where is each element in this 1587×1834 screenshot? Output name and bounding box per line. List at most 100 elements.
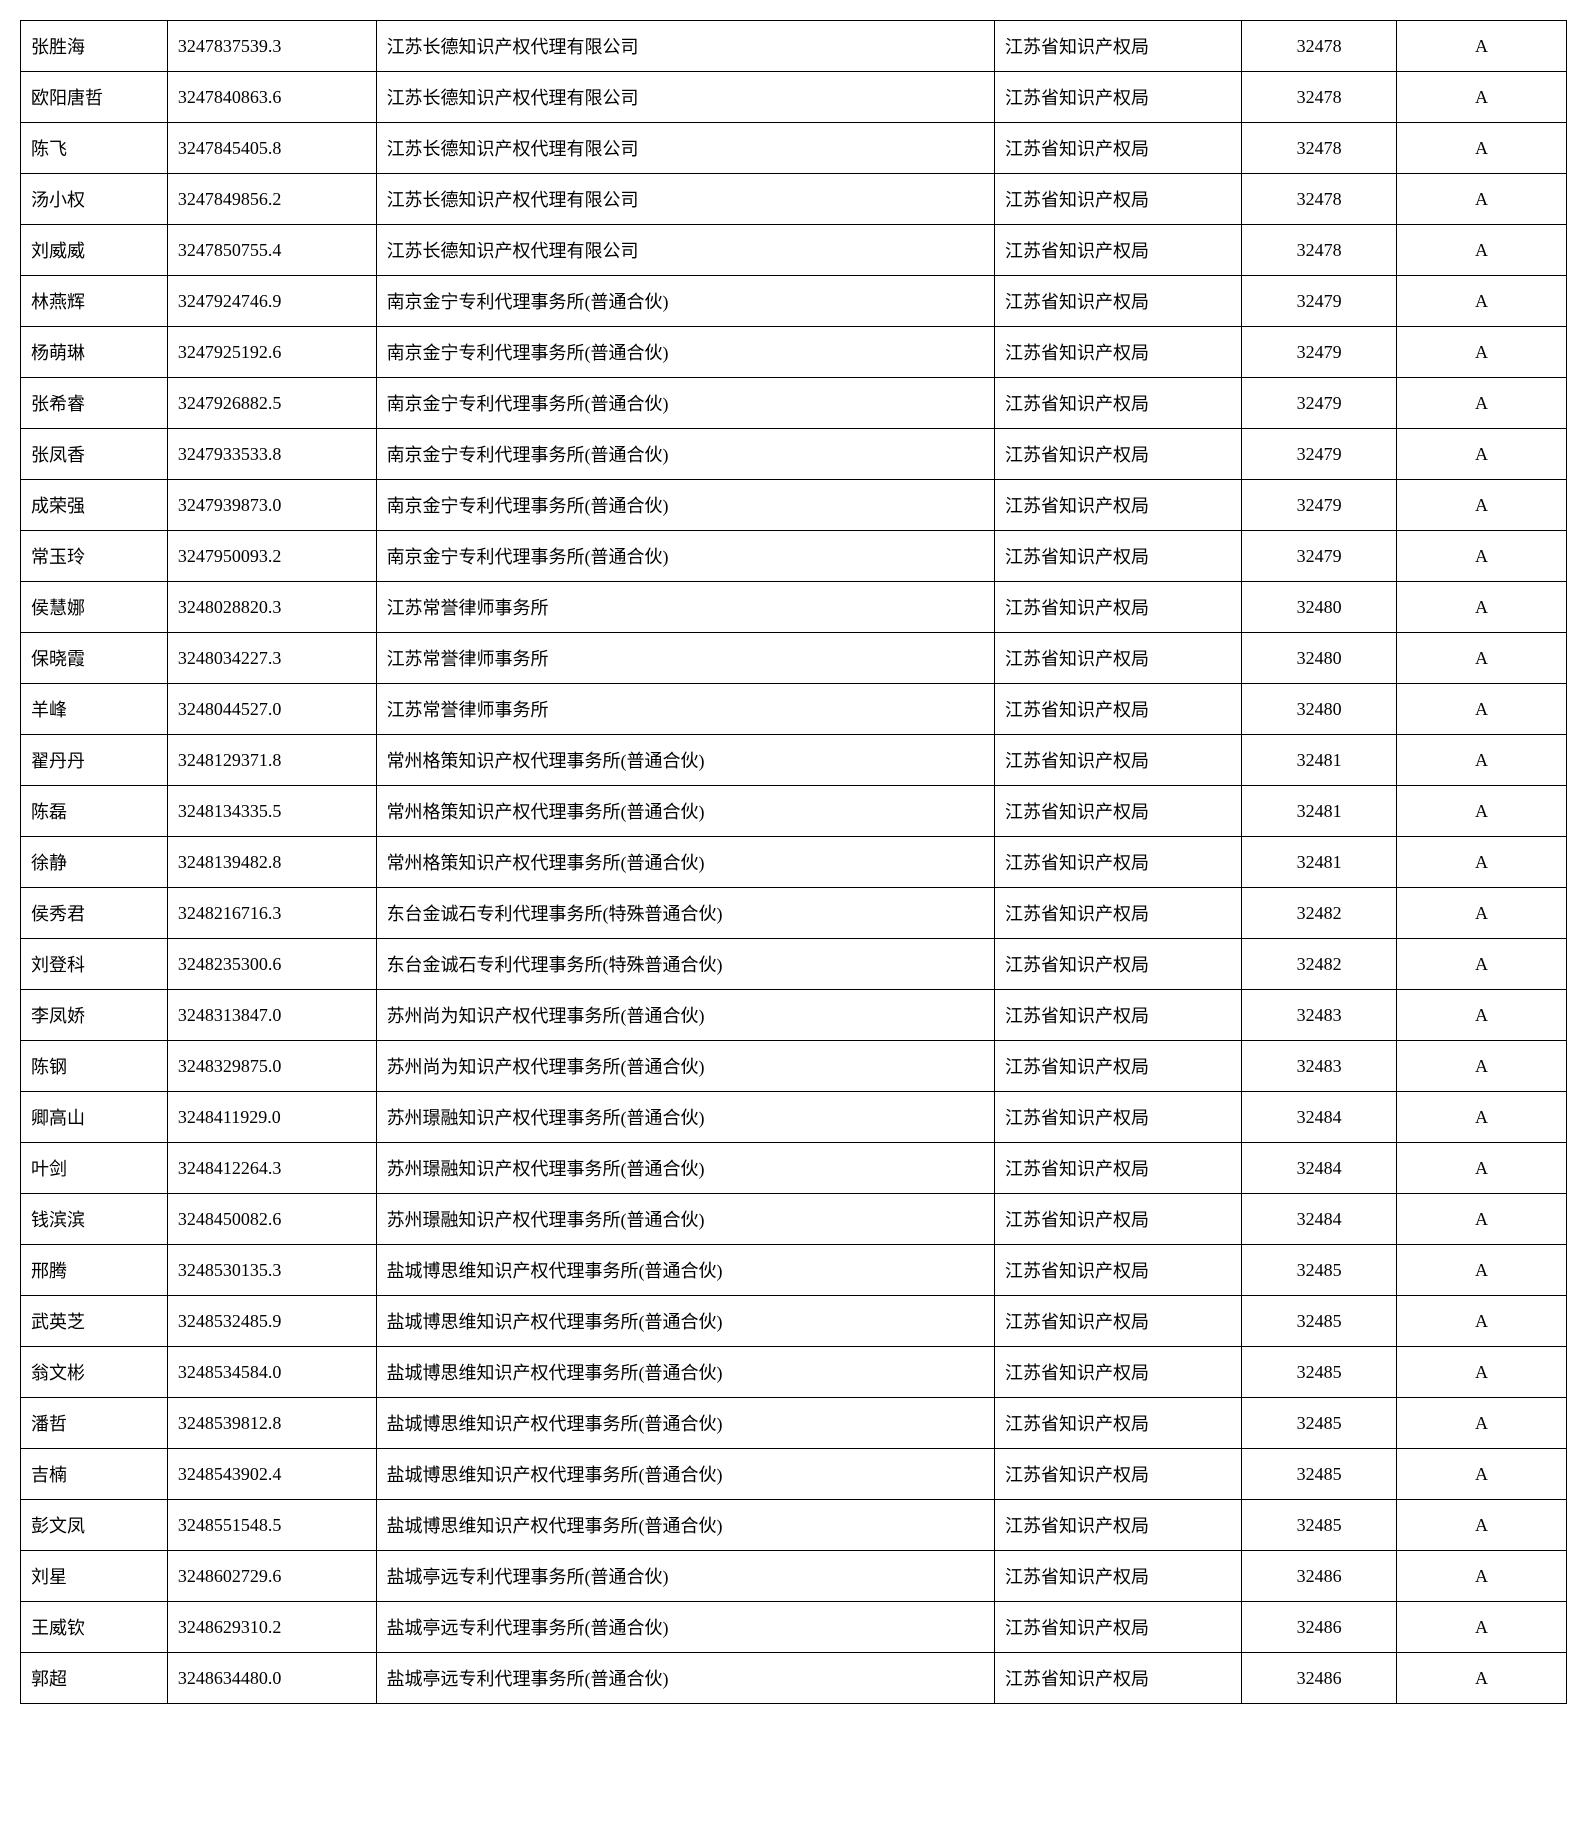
- cell-name: 欧阳唐哲: [21, 72, 168, 123]
- cell-code: 32478: [1242, 174, 1397, 225]
- cell-id: 3248539812.8: [167, 1398, 376, 1449]
- cell-name: 武英芝: [21, 1296, 168, 1347]
- cell-id: 3247926882.5: [167, 378, 376, 429]
- cell-company: 东台金诚石专利代理事务所(特殊普通合伙): [376, 939, 994, 990]
- cell-id: 3247849856.2: [167, 174, 376, 225]
- cell-id: 3247924746.9: [167, 276, 376, 327]
- cell-id: 3248530135.3: [167, 1245, 376, 1296]
- cell-grade: A: [1396, 888, 1566, 939]
- cell-id: 3248602729.6: [167, 1551, 376, 1602]
- cell-name: 陈飞: [21, 123, 168, 174]
- table-row: 翁文彬3248534584.0盐城博思维知识产权代理事务所(普通合伙)江苏省知识…: [21, 1347, 1567, 1398]
- cell-code: 32485: [1242, 1398, 1397, 1449]
- cell-id: 3248313847.0: [167, 990, 376, 1041]
- cell-company: 江苏长德知识产权代理有限公司: [376, 123, 994, 174]
- cell-code: 32479: [1242, 429, 1397, 480]
- cell-code: 32478: [1242, 21, 1397, 72]
- cell-grade: A: [1396, 1194, 1566, 1245]
- cell-company: 苏州尚为知识产权代理事务所(普通合伙): [376, 990, 994, 1041]
- cell-id: 3247850755.4: [167, 225, 376, 276]
- cell-name: 王威钦: [21, 1602, 168, 1653]
- cell-name: 吉楠: [21, 1449, 168, 1500]
- table-row: 叶剑3248412264.3苏州璟融知识产权代理事务所(普通合伙)江苏省知识产权…: [21, 1143, 1567, 1194]
- cell-grade: A: [1396, 684, 1566, 735]
- cell-code: 32479: [1242, 480, 1397, 531]
- table-row: 彭文凤3248551548.5盐城博思维知识产权代理事务所(普通合伙)江苏省知识…: [21, 1500, 1567, 1551]
- table-row: 徐静3248139482.8常州格策知识产权代理事务所(普通合伙)江苏省知识产权…: [21, 837, 1567, 888]
- cell-grade: A: [1396, 837, 1566, 888]
- cell-name: 张希睿: [21, 378, 168, 429]
- cell-grade: A: [1396, 429, 1566, 480]
- cell-id: 3248412264.3: [167, 1143, 376, 1194]
- cell-id: 3248028820.3: [167, 582, 376, 633]
- cell-bureau: 江苏省知识产权局: [994, 1245, 1241, 1296]
- cell-grade: A: [1396, 276, 1566, 327]
- cell-bureau: 江苏省知识产权局: [994, 735, 1241, 786]
- table-row: 翟丹丹3248129371.8常州格策知识产权代理事务所(普通合伙)江苏省知识产…: [21, 735, 1567, 786]
- cell-name: 徐静: [21, 837, 168, 888]
- data-table: 张胜海3247837539.3江苏长德知识产权代理有限公司江苏省知识产权局324…: [20, 20, 1567, 1704]
- cell-bureau: 江苏省知识产权局: [994, 1194, 1241, 1245]
- cell-code: 32482: [1242, 939, 1397, 990]
- cell-bureau: 江苏省知识产权局: [994, 276, 1241, 327]
- table-row: 郭超3248634480.0盐城亭远专利代理事务所(普通合伙)江苏省知识产权局3…: [21, 1653, 1567, 1704]
- cell-code: 32485: [1242, 1449, 1397, 1500]
- cell-code: 32486: [1242, 1602, 1397, 1653]
- cell-company: 盐城博思维知识产权代理事务所(普通合伙): [376, 1296, 994, 1347]
- cell-company: 盐城博思维知识产权代理事务所(普通合伙): [376, 1500, 994, 1551]
- table-row: 武英芝3248532485.9盐城博思维知识产权代理事务所(普通合伙)江苏省知识…: [21, 1296, 1567, 1347]
- cell-code: 32480: [1242, 684, 1397, 735]
- cell-grade: A: [1396, 72, 1566, 123]
- table-row: 张凤香3247933533.8南京金宁专利代理事务所(普通合伙)江苏省知识产权局…: [21, 429, 1567, 480]
- table-row: 成荣强3247939873.0南京金宁专利代理事务所(普通合伙)江苏省知识产权局…: [21, 480, 1567, 531]
- cell-id: 3248411929.0: [167, 1092, 376, 1143]
- cell-bureau: 江苏省知识产权局: [994, 429, 1241, 480]
- cell-company: 南京金宁专利代理事务所(普通合伙): [376, 429, 994, 480]
- cell-bureau: 江苏省知识产权局: [994, 1092, 1241, 1143]
- cell-company: 江苏长德知识产权代理有限公司: [376, 174, 994, 225]
- table-row: 李凤娇3248313847.0苏州尚为知识产权代理事务所(普通合伙)江苏省知识产…: [21, 990, 1567, 1041]
- cell-company: 南京金宁专利代理事务所(普通合伙): [376, 480, 994, 531]
- cell-id: 3248634480.0: [167, 1653, 376, 1704]
- cell-code: 32481: [1242, 837, 1397, 888]
- cell-code: 32480: [1242, 633, 1397, 684]
- cell-name: 林燕辉: [21, 276, 168, 327]
- table-row: 王威钦3248629310.2盐城亭远专利代理事务所(普通合伙)江苏省知识产权局…: [21, 1602, 1567, 1653]
- cell-company: 盐城博思维知识产权代理事务所(普通合伙): [376, 1347, 994, 1398]
- table-row: 张希睿3247926882.5南京金宁专利代理事务所(普通合伙)江苏省知识产权局…: [21, 378, 1567, 429]
- cell-company: 苏州璟融知识产权代理事务所(普通合伙): [376, 1092, 994, 1143]
- cell-bureau: 江苏省知识产权局: [994, 327, 1241, 378]
- cell-name: 翟丹丹: [21, 735, 168, 786]
- cell-company: 盐城博思维知识产权代理事务所(普通合伙): [376, 1245, 994, 1296]
- cell-grade: A: [1396, 1500, 1566, 1551]
- cell-id: 3248034227.3: [167, 633, 376, 684]
- table-row: 刘威威3247850755.4江苏长德知识产权代理有限公司江苏省知识产权局324…: [21, 225, 1567, 276]
- cell-grade: A: [1396, 1398, 1566, 1449]
- cell-code: 32484: [1242, 1143, 1397, 1194]
- cell-name: 陈钢: [21, 1041, 168, 1092]
- cell-name: 汤小权: [21, 174, 168, 225]
- cell-name: 钱滨滨: [21, 1194, 168, 1245]
- cell-grade: A: [1396, 1347, 1566, 1398]
- cell-grade: A: [1396, 21, 1566, 72]
- cell-code: 32481: [1242, 786, 1397, 837]
- cell-code: 32481: [1242, 735, 1397, 786]
- cell-id: 3248534584.0: [167, 1347, 376, 1398]
- cell-grade: A: [1396, 1449, 1566, 1500]
- cell-id: 3247925192.6: [167, 327, 376, 378]
- cell-name: 邢腾: [21, 1245, 168, 1296]
- cell-grade: A: [1396, 786, 1566, 837]
- cell-code: 32480: [1242, 582, 1397, 633]
- cell-id: 3248139482.8: [167, 837, 376, 888]
- cell-grade: A: [1396, 480, 1566, 531]
- table-row: 陈磊3248134335.5常州格策知识产权代理事务所(普通合伙)江苏省知识产权…: [21, 786, 1567, 837]
- cell-code: 32484: [1242, 1092, 1397, 1143]
- cell-bureau: 江苏省知识产权局: [994, 1347, 1241, 1398]
- cell-company: 江苏常誉律师事务所: [376, 633, 994, 684]
- cell-grade: A: [1396, 378, 1566, 429]
- cell-bureau: 江苏省知识产权局: [994, 939, 1241, 990]
- cell-company: 东台金诚石专利代理事务所(特殊普通合伙): [376, 888, 994, 939]
- cell-id: 3248329875.0: [167, 1041, 376, 1092]
- table-row: 钱滨滨3248450082.6苏州璟融知识产权代理事务所(普通合伙)江苏省知识产…: [21, 1194, 1567, 1245]
- cell-company: 江苏常誉律师事务所: [376, 684, 994, 735]
